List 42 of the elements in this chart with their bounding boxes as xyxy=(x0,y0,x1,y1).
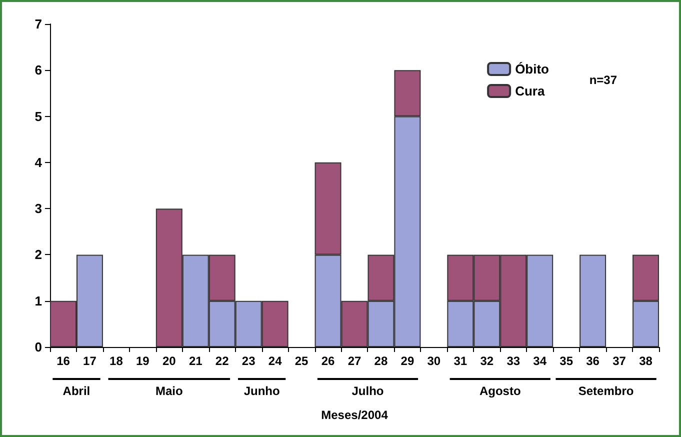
legend-label: Cura xyxy=(515,84,546,98)
y-tick-label: 7 xyxy=(34,16,42,32)
x-tick-label: 21 xyxy=(188,354,203,368)
x-tick-label: 36 xyxy=(586,354,600,368)
y-tick-label: 6 xyxy=(34,62,42,78)
y-tick-label: 5 xyxy=(34,108,42,124)
x-tick-label: 16 xyxy=(56,354,70,368)
x-tick-label: 18 xyxy=(110,354,124,368)
x-tick-label: 26 xyxy=(321,354,336,368)
x-tick-label: 24 xyxy=(268,354,282,368)
legend-label: Óbito xyxy=(515,62,550,76)
x-tick-label: 38 xyxy=(639,354,653,368)
text: Julho xyxy=(352,384,384,398)
text: Abril xyxy=(62,384,90,398)
x-tick-label: 34 xyxy=(533,354,547,368)
y-tick-label: 0 xyxy=(34,340,42,354)
x-tick-label: 25 xyxy=(294,354,309,368)
x-tick-label: 37 xyxy=(612,354,626,368)
x-tick-label: 32 xyxy=(480,354,494,368)
y-tick-label: 1 xyxy=(34,293,42,308)
y-tick-label: 2 xyxy=(34,247,42,262)
x-tick-label: 31 xyxy=(454,354,468,368)
y-tick-label: 3 xyxy=(34,201,42,216)
x-tick-label: 27 xyxy=(348,354,362,368)
x-tick-label: 23 xyxy=(242,354,256,368)
x-tick-label: 17 xyxy=(83,354,97,368)
x-tick-label: 19 xyxy=(136,354,150,368)
x-tick-label: 33 xyxy=(506,354,520,368)
text: Junho xyxy=(244,384,280,398)
annotation: n=37 xyxy=(589,73,618,87)
x-tick-label: 30 xyxy=(427,354,441,368)
x-tick-label: 28 xyxy=(374,354,388,368)
bar xyxy=(580,254,606,347)
x-tick-label: 22 xyxy=(215,354,230,368)
x-tick-label: 35 xyxy=(560,354,574,368)
y-tick-label: 4 xyxy=(34,154,43,170)
text: Agosto xyxy=(479,384,521,398)
x-axis-title: Meses/2004 xyxy=(321,408,388,422)
text: Maio xyxy=(155,384,183,398)
x-tick-label: 20 xyxy=(162,354,176,368)
x-tick-label: 29 xyxy=(400,354,414,368)
text: Setembro xyxy=(578,384,634,398)
